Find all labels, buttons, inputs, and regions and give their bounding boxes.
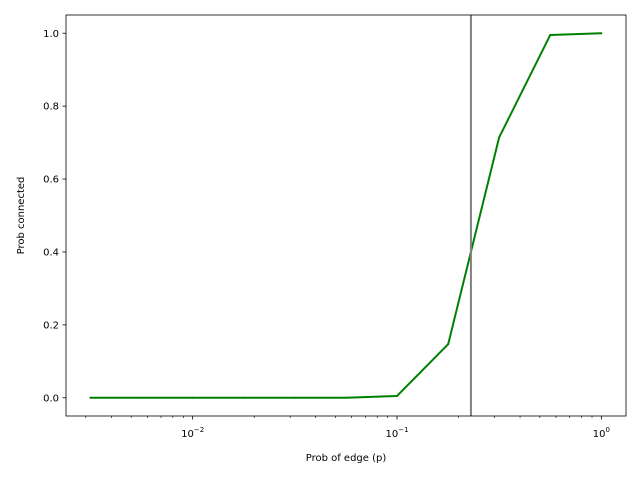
data-point: [600, 32, 603, 35]
plot-area: [89, 15, 603, 416]
data-point: [191, 396, 194, 399]
y-tick-label: 1.0: [43, 29, 59, 40]
y-tick-label: 0.8: [43, 102, 59, 113]
data-point: [242, 396, 245, 399]
data-point: [293, 396, 296, 399]
data-point: [549, 34, 552, 37]
data-point: [89, 396, 92, 399]
data-point: [447, 343, 450, 346]
y-tick-label: 0.2: [43, 320, 59, 331]
y-tick-label: 0.4: [43, 248, 59, 259]
data-point: [344, 396, 347, 399]
data-point: [396, 394, 399, 397]
y-tick-label: 0.0: [43, 393, 59, 404]
y-tick-label: 0.6: [43, 175, 59, 186]
x-axis-label: Prob of edge (p): [306, 453, 387, 464]
axes-frame: [65, 14, 627, 417]
data-point: [140, 396, 143, 399]
data-point: [498, 136, 501, 139]
y-axis-label: Prob connected: [16, 177, 27, 255]
